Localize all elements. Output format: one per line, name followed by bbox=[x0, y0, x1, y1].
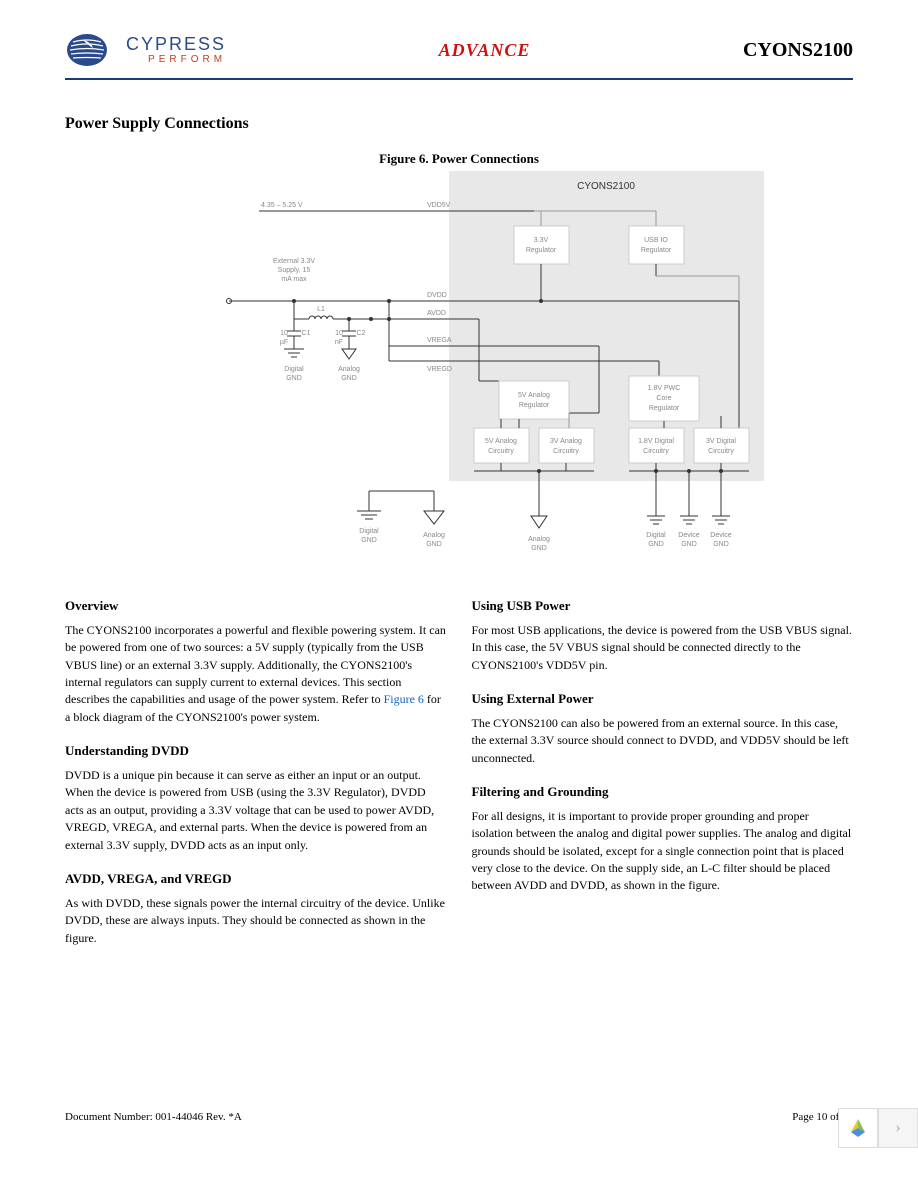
ext-supply-line3: mA max bbox=[281, 276, 307, 283]
usb-power-paragraph: For most USB applications, the device is… bbox=[472, 622, 854, 674]
svg-text:3V Digital: 3V Digital bbox=[706, 438, 736, 445]
dvdd-heading: Understanding DVDD bbox=[65, 742, 447, 761]
advance-stamp: ADVANCE bbox=[439, 40, 531, 61]
filtering-paragraph: For all designs, it is important to prov… bbox=[472, 808, 854, 895]
svg-text:Circuitry: Circuitry bbox=[708, 448, 734, 455]
pin-vregd: VREGD bbox=[427, 366, 452, 373]
external-power-heading: Using External Power bbox=[472, 690, 854, 709]
next-page-button[interactable]: › bbox=[878, 1108, 918, 1148]
ext-supply-line2: Supply, 15 bbox=[278, 267, 311, 274]
svg-text:Regulator: Regulator bbox=[519, 402, 550, 409]
svg-text:3.3V: 3.3V bbox=[534, 237, 549, 244]
svg-text:10: 10 bbox=[280, 330, 288, 337]
svg-text:Analog: Analog bbox=[423, 532, 445, 539]
chevron-right-icon: › bbox=[895, 1119, 900, 1137]
svg-text:GND: GND bbox=[531, 545, 547, 552]
logo-tagline: PERFORM bbox=[126, 55, 226, 65]
svg-text:C1: C1 bbox=[302, 330, 311, 337]
svg-text:Digital: Digital bbox=[646, 532, 666, 539]
page-header: CYPRESS PERFORM ADVANCE CYONS2100 bbox=[65, 30, 853, 80]
svg-text:Analog: Analog bbox=[528, 536, 550, 543]
svg-text:5V Analog: 5V Analog bbox=[485, 438, 517, 445]
svg-text:Regulator: Regulator bbox=[526, 247, 557, 254]
svg-text:Regulator: Regulator bbox=[641, 247, 672, 254]
svg-text:µF: µF bbox=[280, 339, 288, 346]
overview-heading: Overview bbox=[65, 597, 447, 616]
svg-text:Device: Device bbox=[710, 532, 732, 539]
inductor-l1: L1 bbox=[317, 306, 325, 313]
svg-text:3V Analog: 3V Analog bbox=[550, 438, 582, 445]
svg-text:USB IO: USB IO bbox=[644, 237, 668, 244]
svg-text:GND: GND bbox=[648, 541, 664, 548]
pin-vdd5v: VDD5V bbox=[427, 202, 451, 209]
section-title: Power Supply Connections bbox=[65, 115, 853, 133]
svg-text:GND: GND bbox=[426, 541, 442, 548]
page-footer: Document Number: 001-44046 Rev. *A Page … bbox=[65, 1111, 853, 1123]
analog-gnd-1a: Analog bbox=[338, 366, 360, 373]
svg-text:Core: Core bbox=[656, 395, 671, 402]
svg-text:Circuitry: Circuitry bbox=[488, 448, 514, 455]
svg-text:Circuitry: Circuitry bbox=[553, 448, 579, 455]
logo-name: CYPRESS bbox=[126, 35, 226, 53]
svg-text:GND: GND bbox=[361, 537, 377, 544]
left-column: Overview The CYONS2100 incorporates a po… bbox=[65, 581, 447, 953]
svg-text:GND: GND bbox=[681, 541, 697, 548]
svg-text:Circuitry: Circuitry bbox=[643, 448, 669, 455]
external-power-paragraph: The CYONS2100 can also be powered from a… bbox=[472, 715, 854, 767]
logo-text: CYPRESS PERFORM bbox=[126, 35, 226, 65]
viewer-logo-icon[interactable] bbox=[838, 1108, 878, 1148]
avdd-heading: AVDD, VREGA, and VREGD bbox=[65, 870, 447, 889]
svg-text:Digital: Digital bbox=[359, 528, 379, 535]
cypress-logo: CYPRESS PERFORM bbox=[65, 30, 226, 70]
right-column: Using USB Power For most USB application… bbox=[472, 581, 854, 953]
pin-vrega: VREGA bbox=[427, 337, 452, 344]
svg-text:5V Analog: 5V Analog bbox=[518, 392, 550, 399]
chip-label: CYONS2100 bbox=[577, 181, 635, 192]
analog-gnd-1b: GND bbox=[341, 375, 357, 382]
vbus-label: 4.35 – 5.25 V bbox=[261, 202, 303, 209]
svg-text:1.8V PWC: 1.8V PWC bbox=[648, 385, 681, 392]
svg-text:Regulator: Regulator bbox=[649, 405, 680, 412]
body-columns: Overview The CYONS2100 incorporates a po… bbox=[65, 581, 853, 953]
digital-gnd-1a: Digital bbox=[284, 366, 304, 373]
ext-supply-line1: External 3.3V bbox=[273, 258, 315, 265]
svg-text:nF: nF bbox=[335, 339, 343, 346]
overview-paragraph: The CYONS2100 incorporates a powerful an… bbox=[65, 622, 447, 726]
svg-text:Device: Device bbox=[678, 532, 700, 539]
document-number: Document Number: 001-44046 Rev. *A bbox=[65, 1111, 242, 1123]
svg-text:GND: GND bbox=[713, 541, 729, 548]
svg-text:1.8V Digital: 1.8V Digital bbox=[638, 438, 674, 445]
usb-power-heading: Using USB Power bbox=[472, 597, 854, 616]
part-number: CYONS2100 bbox=[743, 39, 853, 62]
figure-6-diagram: CYONS2100 4.35 – 5.25 V VDD5V 3.3V Regul… bbox=[65, 171, 853, 561]
viewer-nav: › bbox=[838, 1108, 918, 1148]
datasheet-page: CYPRESS PERFORM ADVANCE CYONS2100 Power … bbox=[0, 0, 918, 1148]
figure-caption: Figure 6. Power Connections bbox=[65, 151, 853, 167]
cypress-logo-icon bbox=[65, 30, 120, 70]
dvdd-paragraph: DVDD is a unique pin because it can serv… bbox=[65, 767, 447, 854]
figure-6-link[interactable]: Figure 6 bbox=[384, 692, 424, 706]
pin-avdd: AVDD bbox=[427, 310, 446, 317]
avdd-paragraph: As with DVDD, these signals power the in… bbox=[65, 895, 447, 947]
svg-text:10: 10 bbox=[335, 330, 343, 337]
filtering-heading: Filtering and Grounding bbox=[472, 783, 854, 802]
digital-gnd-1b: GND bbox=[286, 375, 302, 382]
svg-text:C2: C2 bbox=[357, 330, 366, 337]
pin-dvdd: DVDD bbox=[427, 292, 447, 299]
